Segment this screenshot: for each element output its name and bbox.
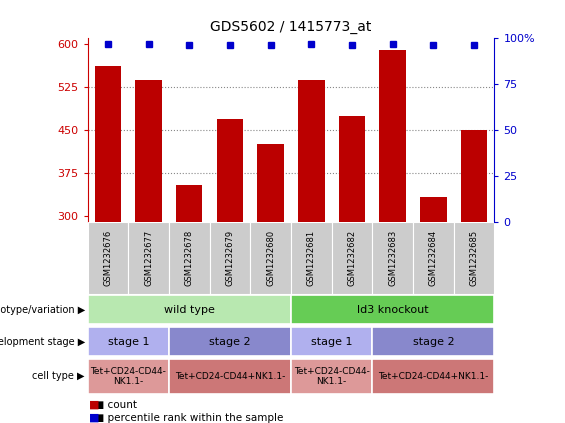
Bar [332, 222, 372, 294]
Text: genotype/variation ▶: genotype/variation ▶ [0, 305, 85, 315]
Bar [291, 327, 372, 356]
Bar [95, 66, 121, 222]
Text: stage 2: stage 2 [209, 337, 251, 346]
Text: GSM1232677: GSM1232677 [144, 230, 153, 286]
Text: wild type: wild type [164, 305, 215, 315]
Text: GSM1232685: GSM1232685 [470, 230, 479, 286]
Bar [88, 222, 128, 294]
Text: GSM1232680: GSM1232680 [266, 230, 275, 286]
Bar [88, 295, 291, 324]
Bar [291, 295, 494, 324]
Text: ld3 knockout: ld3 knockout [357, 305, 428, 315]
Bar [88, 359, 169, 394]
Bar [128, 222, 169, 294]
Bar [413, 222, 454, 294]
Bar [291, 222, 332, 294]
Bar [372, 222, 413, 294]
Bar [380, 49, 406, 222]
Text: stage 1: stage 1 [311, 337, 353, 346]
Bar [420, 198, 446, 222]
Text: Tet+CD24-CD44-
NK1.1-: Tet+CD24-CD44- NK1.1- [294, 367, 370, 386]
Bar [454, 222, 494, 294]
Text: cell type ▶: cell type ▶ [32, 371, 85, 382]
Bar [169, 359, 291, 394]
Bar [461, 130, 487, 222]
Bar [291, 359, 372, 394]
Bar [217, 118, 243, 222]
Text: ■: ■ [89, 400, 99, 410]
Bar [339, 116, 365, 222]
Text: GSM1232683: GSM1232683 [388, 230, 397, 286]
Bar [169, 327, 291, 356]
Text: GSM1232678: GSM1232678 [185, 230, 194, 286]
Text: ■ percentile rank within the sample: ■ percentile rank within the sample [88, 412, 283, 423]
Text: GSM1232676: GSM1232676 [103, 230, 112, 286]
Text: Tet+CD24-CD44-
NK1.1-: Tet+CD24-CD44- NK1.1- [90, 367, 166, 386]
Text: GSM1232679: GSM1232679 [225, 230, 234, 286]
Title: GDS5602 / 1415773_at: GDS5602 / 1415773_at [210, 20, 372, 34]
Text: Tet+CD24-CD44+NK1.1-: Tet+CD24-CD44+NK1.1- [175, 372, 285, 381]
Text: ■ count: ■ count [88, 400, 137, 410]
Bar [88, 327, 169, 356]
Bar [176, 185, 202, 222]
Bar [210, 222, 250, 294]
Text: development stage ▶: development stage ▶ [0, 337, 85, 346]
Bar [250, 222, 291, 294]
Bar [169, 222, 210, 294]
Bar [372, 359, 494, 394]
Text: ■: ■ [89, 412, 99, 423]
Text: stage 2: stage 2 [412, 337, 454, 346]
Bar [136, 80, 162, 222]
Text: GSM1232681: GSM1232681 [307, 230, 316, 286]
Text: GSM1232684: GSM1232684 [429, 230, 438, 286]
Text: GSM1232682: GSM1232682 [347, 230, 357, 286]
Text: Tet+CD24-CD44+NK1.1-: Tet+CD24-CD44+NK1.1- [378, 372, 489, 381]
Bar [258, 144, 284, 222]
Bar [372, 327, 494, 356]
Text: stage 1: stage 1 [107, 337, 149, 346]
Bar [298, 80, 324, 222]
